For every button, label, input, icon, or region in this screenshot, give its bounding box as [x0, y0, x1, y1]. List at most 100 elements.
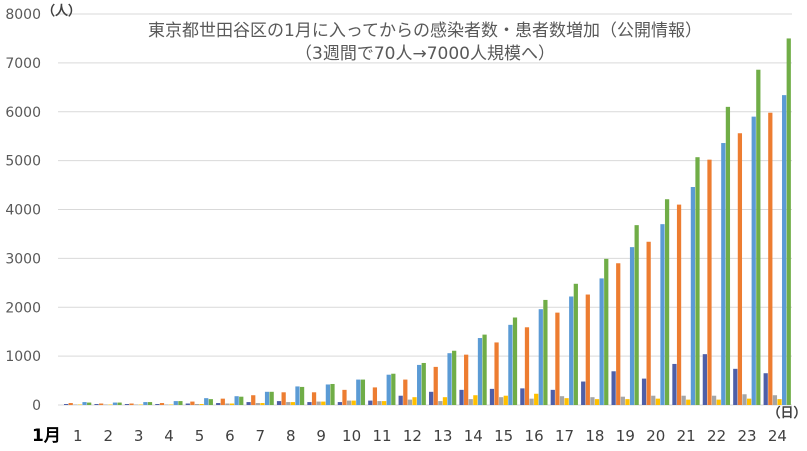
bar	[386, 374, 391, 405]
bar	[143, 402, 148, 405]
bar	[768, 112, 773, 405]
y-tick-label: 0	[32, 398, 41, 414]
bar	[494, 342, 499, 405]
bar	[529, 398, 534, 405]
bar	[499, 397, 504, 405]
bar	[129, 403, 134, 405]
bar	[346, 400, 352, 405]
bar	[590, 397, 595, 405]
x-tick-label: 23	[737, 427, 756, 445]
bar	[711, 395, 717, 405]
bar	[286, 402, 291, 405]
x-axis-ticks: 1 2 3 4 5 6 7 8 9 10 11 12 13 14 15 16 17 18 19 20 21 22 23 24	[73, 427, 787, 445]
bar	[99, 403, 104, 405]
bar	[360, 379, 366, 405]
bar	[311, 392, 317, 405]
bar	[264, 391, 270, 405]
bar	[564, 398, 569, 405]
x-tick-label: 13	[433, 427, 452, 445]
bar	[569, 296, 574, 405]
bar	[208, 399, 213, 405]
bar	[555, 312, 560, 405]
y-tick-label: 1000	[5, 349, 41, 365]
bar	[641, 378, 647, 405]
bar	[599, 278, 604, 405]
bar	[746, 398, 752, 405]
x-tick-label: 8	[286, 427, 296, 445]
bar	[290, 402, 295, 405]
bar	[452, 350, 457, 405]
bar	[559, 396, 565, 405]
x-tick-label: 12	[403, 427, 422, 445]
bar	[239, 396, 244, 405]
bar	[421, 362, 426, 405]
x-tick-label: 24	[768, 427, 787, 445]
bar	[403, 379, 408, 405]
x-tick-label: 3	[134, 427, 144, 445]
bar	[655, 398, 660, 405]
bar	[220, 398, 225, 405]
x-tick-label: 2	[103, 427, 113, 445]
bar	[185, 403, 190, 405]
bar	[155, 404, 160, 405]
bar	[634, 225, 639, 405]
bar	[716, 399, 721, 405]
bar	[763, 373, 768, 405]
bar	[625, 399, 630, 405]
x-tick-label: 17	[555, 427, 574, 445]
bar	[246, 402, 251, 405]
bar	[325, 384, 331, 405]
bar	[316, 401, 321, 405]
y-tick-label: 2000	[5, 300, 41, 316]
y-axis-ticks: 0 1000 2000 3000 4000 5000 6000 7000 8000	[5, 7, 41, 414]
bar	[199, 404, 204, 405]
bar	[534, 393, 539, 405]
bar	[725, 106, 731, 406]
bar	[782, 95, 787, 405]
bar	[604, 258, 609, 405]
bar	[508, 324, 513, 405]
y-tick-label: 3000	[5, 251, 41, 267]
x-tick-label: 22	[707, 427, 726, 445]
bar	[489, 388, 495, 405]
gridlines	[58, 13, 792, 406]
bar	[398, 395, 403, 405]
bar	[117, 402, 122, 405]
bar	[407, 399, 413, 405]
x-tick-label: 19	[616, 427, 635, 445]
x-tick-label: 4	[164, 427, 174, 445]
bar	[190, 401, 195, 405]
bar	[520, 388, 525, 405]
bar	[503, 395, 508, 405]
bar	[681, 395, 686, 405]
bar	[646, 241, 651, 405]
bar	[433, 366, 438, 405]
x-tick-label: 16	[525, 427, 544, 445]
bar	[721, 143, 726, 405]
bar	[417, 364, 422, 405]
bar	[147, 402, 153, 405]
bar	[594, 399, 600, 405]
bar	[87, 402, 92, 405]
bar	[342, 389, 347, 405]
bar	[772, 395, 778, 405]
bar	[68, 403, 73, 405]
bar	[742, 394, 747, 405]
x-axis-label: （日）	[767, 405, 806, 421]
bar	[611, 371, 616, 405]
bar	[94, 404, 99, 405]
x-tick-label: 7	[256, 427, 266, 445]
bar	[321, 401, 326, 405]
bar	[255, 403, 260, 405]
x-tick-label: 14	[464, 427, 483, 445]
bar	[482, 334, 487, 405]
bar	[276, 401, 282, 405]
bar	[585, 294, 590, 405]
y-tick-label: 6000	[5, 105, 41, 121]
bar	[651, 395, 656, 405]
bar	[442, 397, 448, 405]
bar	[438, 401, 443, 405]
bar	[695, 157, 700, 405]
bar	[629, 247, 635, 405]
bar	[337, 402, 342, 405]
